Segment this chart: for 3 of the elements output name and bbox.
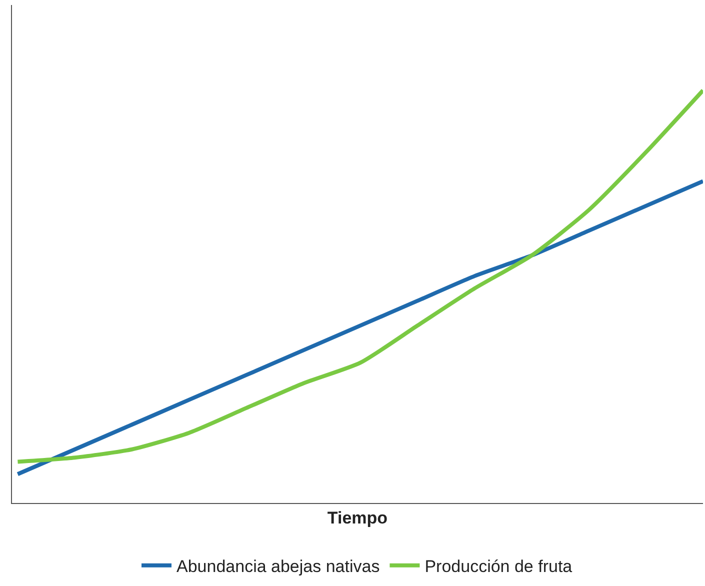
legend-label: Producción de fruta	[424, 557, 573, 576]
x-axis-title: Tiempo	[327, 508, 388, 528]
legend-label: Abundancia abejas nativas	[176, 557, 380, 576]
